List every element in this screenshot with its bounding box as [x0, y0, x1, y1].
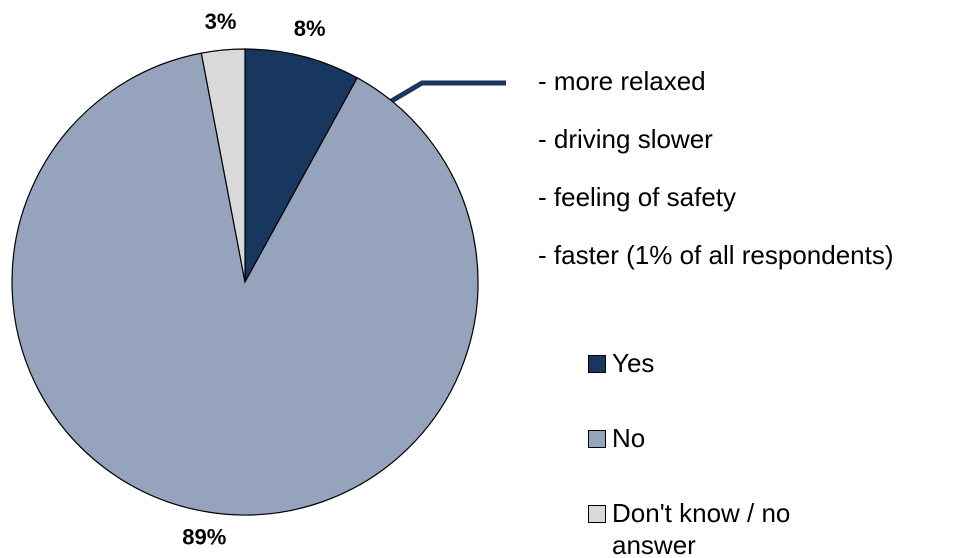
data-label: 8%: [294, 16, 326, 41]
legend-label: No: [612, 423, 646, 453]
pie-slice: [200, 48, 246, 283]
legend-label: Don't know / no answer: [612, 498, 791, 558]
legend-swatch: [588, 430, 606, 448]
pie-slice: [11, 52, 479, 516]
annotation: - feeling of safety: [538, 182, 736, 212]
data-label: 89%: [182, 525, 226, 550]
annotation: - driving slower: [538, 124, 713, 154]
data-label: 3%: [205, 9, 237, 34]
legend-swatch: [588, 355, 606, 373]
legend-swatch: [588, 505, 606, 523]
annotation: - more relaxed: [538, 66, 706, 96]
pie-slice: [244, 48, 359, 283]
annotation: - faster (1% of all respondents): [538, 240, 894, 270]
legend-label: Yes: [612, 348, 655, 378]
